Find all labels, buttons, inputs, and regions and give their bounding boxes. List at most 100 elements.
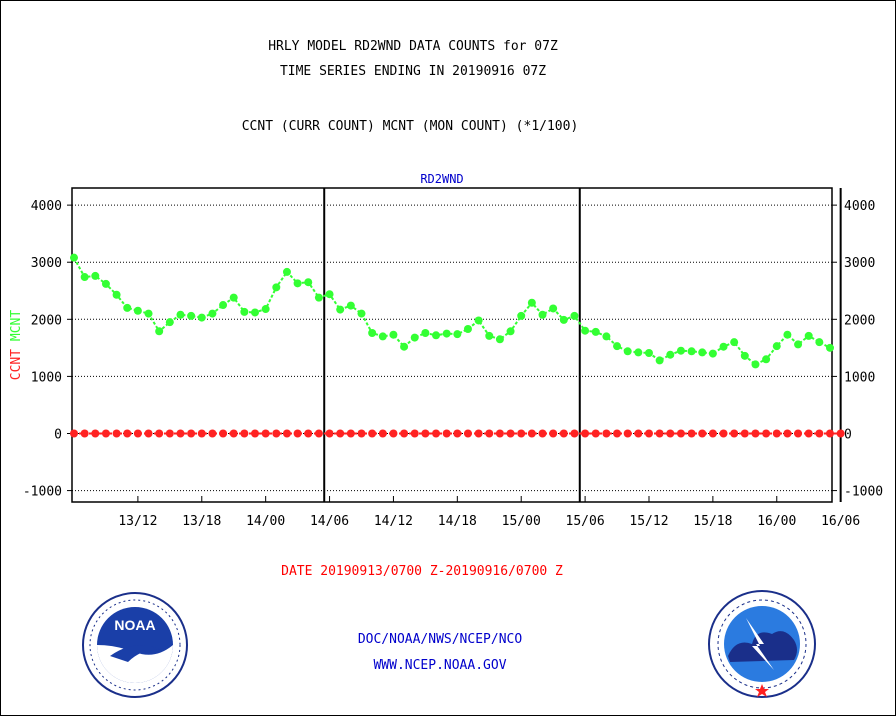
data-point-mcnt <box>453 330 462 339</box>
data-point-ccnt <box>549 429 558 438</box>
data-point-ccnt <box>740 429 749 438</box>
data-point-mcnt <box>730 338 739 347</box>
data-point-mcnt <box>91 271 100 280</box>
data-point-mcnt <box>570 311 579 320</box>
x-tick-label: 15/00 <box>502 514 541 529</box>
data-point-mcnt <box>368 329 377 338</box>
y-tick-label-left: 4000 <box>31 199 62 214</box>
data-point-ccnt <box>762 429 771 438</box>
data-point-ccnt <box>155 429 164 438</box>
data-point-mcnt <box>325 290 334 299</box>
data-point-mcnt <box>698 348 707 357</box>
data-point-ccnt <box>517 429 526 438</box>
x-tick-label: 15/18 <box>693 514 732 529</box>
x-tick-label: 16/00 <box>757 514 796 529</box>
data-point-mcnt <box>112 290 121 299</box>
data-point-mcnt <box>708 349 717 358</box>
data-point-ccnt <box>123 429 132 438</box>
data-point-mcnt <box>549 304 558 313</box>
data-point-mcnt <box>772 342 781 351</box>
data-point-mcnt <box>144 309 153 318</box>
data-point-ccnt <box>602 429 611 438</box>
data-point-ccnt <box>559 429 568 438</box>
data-point-ccnt <box>804 429 813 438</box>
data-point-ccnt <box>581 429 590 438</box>
data-point-ccnt <box>676 429 685 438</box>
data-point-ccnt <box>282 429 291 438</box>
data-point-mcnt <box>676 346 685 355</box>
y-tick-label-right: 4000 <box>844 199 875 214</box>
data-point-mcnt <box>251 308 260 317</box>
data-point-ccnt <box>144 429 153 438</box>
data-point-mcnt <box>613 342 622 351</box>
data-point-mcnt <box>432 331 441 340</box>
data-point-mcnt <box>740 351 749 360</box>
data-point-ccnt <box>836 429 845 438</box>
chart-title-line1: HRLY MODEL RD2WND DATA COUNTS for 07Z <box>268 39 558 54</box>
x-tick-label: 14/00 <box>246 514 285 529</box>
noaa-logo-text: NOAA <box>114 617 155 633</box>
data-point-ccnt <box>698 429 707 438</box>
data-point-ccnt <box>70 429 78 438</box>
data-point-ccnt <box>655 429 664 438</box>
data-point-ccnt <box>368 429 377 438</box>
data-point-ccnt <box>591 429 600 438</box>
data-point-ccnt <box>751 429 760 438</box>
date-range: DATE 20190913/0700 Z-20190916/0700 Z <box>281 564 563 579</box>
data-point-mcnt <box>495 335 504 344</box>
data-point-mcnt <box>581 326 590 335</box>
x-tick-label: 15/06 <box>566 514 605 529</box>
data-point-ccnt <box>815 429 824 438</box>
data-point-mcnt <box>517 311 526 320</box>
data-point-mcnt <box>826 343 834 352</box>
data-point-ccnt <box>708 429 717 438</box>
data-point-mcnt <box>219 301 228 310</box>
data-point-mcnt <box>261 305 270 314</box>
chart-series-title: RD2WND <box>420 172 463 186</box>
nws-logo <box>708 590 816 698</box>
data-point-mcnt <box>400 342 409 351</box>
data-point-mcnt <box>346 301 355 310</box>
data-point-mcnt <box>197 313 206 322</box>
data-point-mcnt <box>687 347 696 356</box>
data-point-mcnt <box>272 283 281 292</box>
plot-frame <box>71 187 833 503</box>
data-point-mcnt <box>794 340 803 349</box>
data-point-ccnt <box>421 429 430 438</box>
data-point-mcnt <box>208 309 217 318</box>
x-tick-label: 14/18 <box>438 514 477 529</box>
y-axis-label-mcnt: MCNT <box>9 310 24 341</box>
data-point-ccnt <box>687 429 696 438</box>
y-tick-label-left: 2000 <box>31 313 62 328</box>
data-point-ccnt <box>527 429 536 438</box>
data-point-mcnt <box>634 348 643 357</box>
data-point-ccnt <box>378 429 387 438</box>
data-point-mcnt <box>133 306 142 315</box>
org-text: DOC/NOAA/NWS/NCEP/NCO <box>357 632 523 647</box>
data-point-ccnt <box>506 429 515 438</box>
url-link[interactable]: WWW.NCEP.NOAA.GOV <box>373 658 507 673</box>
data-point-mcnt <box>815 338 824 347</box>
data-point-ccnt <box>634 429 643 438</box>
x-tick-label: 14/12 <box>374 514 413 529</box>
data-point-ccnt <box>442 429 451 438</box>
data-point-mcnt <box>304 278 313 287</box>
data-point-ccnt <box>538 429 547 438</box>
data-point-mcnt <box>538 310 547 319</box>
data-point-ccnt <box>730 429 739 438</box>
data-point-mcnt <box>527 298 536 307</box>
data-point-ccnt <box>389 429 398 438</box>
noaa-logo: NOAA <box>82 592 188 698</box>
data-point-mcnt <box>229 293 238 302</box>
data-point-ccnt <box>293 429 302 438</box>
data-point-mcnt <box>506 327 515 336</box>
data-point-mcnt <box>240 307 249 316</box>
data-point-ccnt <box>336 429 345 438</box>
data-point-ccnt <box>304 429 313 438</box>
data-point-mcnt <box>293 279 302 288</box>
data-point-mcnt <box>70 253 78 262</box>
y-tick-label-right: -1000 <box>844 485 883 500</box>
data-point-mcnt <box>719 342 728 351</box>
data-point-ccnt <box>613 429 622 438</box>
